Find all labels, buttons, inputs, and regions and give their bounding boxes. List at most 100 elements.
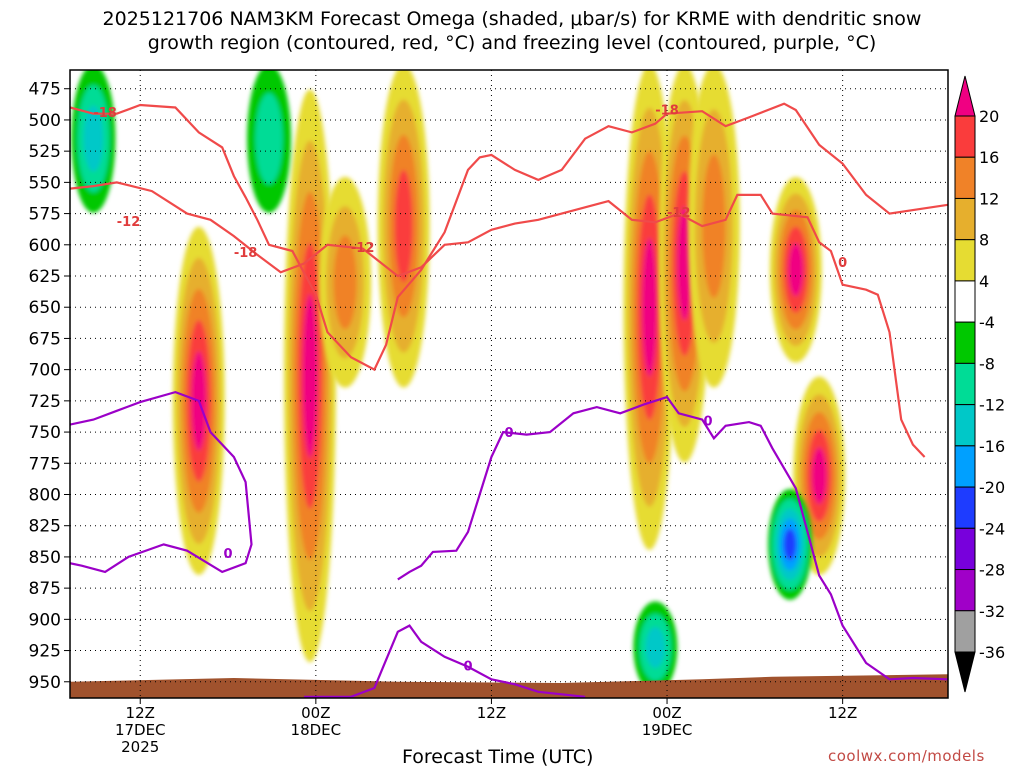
dendritic-label-2: -18 — [234, 246, 258, 261]
plot-frame — [69, 69, 949, 699]
colorbar-label: 16 — [979, 148, 999, 167]
x-tick-label: 12Z — [477, 704, 506, 722]
y-tick-label: 525 — [29, 142, 61, 162]
contour-line-4 — [304, 624, 586, 698]
colorbar-label: -32 — [979, 602, 1005, 621]
colorbar-box — [954, 115, 976, 158]
omega-feature-2 — [319, 176, 372, 388]
colorbar-label: 8 — [979, 231, 989, 250]
chart-title-line1: 2025121706 NAM3KM Forecast Omega (shaded… — [102, 8, 922, 30]
contour-line-2 — [70, 390, 253, 574]
x-tick-label: 18DEC — [291, 721, 342, 739]
dendritic-label-0: -18 — [93, 106, 117, 121]
colorbar-label: -8 — [979, 354, 995, 373]
colorbar-label: -16 — [979, 437, 1005, 456]
y-tick-label: 750 — [29, 423, 61, 443]
y-tick-label: 475 — [29, 80, 61, 100]
colorbar-box — [954, 156, 976, 199]
x-tick-label: 19DEC — [642, 721, 693, 739]
y-tick-label: 700 — [29, 361, 61, 381]
omega-shade — [811, 447, 827, 505]
x-tick-label: 00Z — [652, 704, 681, 722]
x-tick-label: 17DEC — [115, 721, 166, 739]
colorbar-box — [954, 527, 976, 571]
plot-area: -18 -12 -18 -12 -18 -12 0 0 0 0 0 — [70, 70, 948, 698]
y-tick-label: 550 — [29, 173, 61, 193]
omega-shade — [333, 235, 357, 330]
omega-shade — [394, 169, 413, 283]
freezing-label-0: 0 — [224, 547, 233, 562]
colorbar-label: -4 — [979, 313, 995, 332]
contour-line-1 — [70, 102, 948, 372]
contour-line-0 — [70, 181, 926, 458]
x-tick-label: 2025 — [121, 738, 159, 756]
x-tick-label: 12Z — [126, 704, 155, 722]
freezing-label-2: 0 — [703, 415, 712, 430]
colorbar-label: -12 — [979, 396, 1005, 415]
colorbar-box — [954, 404, 976, 447]
omega-feature-9 — [71, 70, 116, 213]
x-tick-label: 12Z — [828, 704, 857, 722]
colorbar-box — [954, 280, 976, 323]
y-tick-label: 875 — [29, 579, 61, 599]
y-tick-label: 775 — [29, 454, 61, 474]
dendritic-label-1: -12 — [117, 215, 141, 230]
omega-feature-10 — [247, 70, 292, 213]
y-axis: 475 500 525 550 575 600 625 650 675 700 725 750 775 8… — [29, 80, 70, 693]
colorbar-box — [954, 362, 976, 406]
omega-shade — [788, 243, 804, 297]
colorbar-label: 4 — [979, 272, 989, 291]
y-tick-label: 900 — [29, 610, 61, 630]
y-tick-label: 725 — [29, 392, 61, 412]
x-axis-label: Forecast Time (UTC) — [402, 746, 594, 768]
omega-feature-1 — [283, 89, 336, 663]
omega-shade — [642, 237, 657, 377]
colorbar-cap-top — [954, 75, 976, 117]
y-tick-label: 500 — [29, 111, 61, 131]
colorbar-box — [954, 239, 976, 282]
omega-shade — [302, 294, 318, 458]
y-tick-label: 925 — [29, 642, 61, 662]
omega-shade — [783, 528, 797, 561]
colorbar: 20 16 12 8 4 -4 -8 -12 -16 -20 -24 -28 -32 -36 — [954, 75, 1005, 693]
colorbar-box — [954, 445, 976, 488]
dendritic-label-3: -12 — [351, 241, 375, 256]
freezing-label-4: 0 — [838, 256, 847, 271]
colorbar-label: -20 — [979, 478, 1005, 497]
x-tick-label: 00Z — [301, 704, 330, 722]
colorbar-box — [954, 569, 976, 612]
omega-shade — [255, 93, 283, 185]
y-tick-label: 800 — [29, 485, 61, 505]
y-tick-label: 625 — [29, 267, 61, 287]
omega-feature-6 — [687, 70, 740, 388]
ground-surface — [70, 674, 948, 698]
contour-line-3 — [397, 395, 948, 681]
omega-shade — [645, 626, 666, 668]
y-tick-label: 825 — [29, 517, 61, 537]
y-tick-label: 600 — [29, 236, 61, 256]
omega-feature-3 — [377, 70, 430, 388]
colorbar-cap-bottom — [954, 651, 976, 693]
y-tick-label: 850 — [29, 548, 61, 568]
y-tick-label: 575 — [29, 205, 61, 225]
freezing-label-3: 0 — [464, 659, 473, 674]
omega-shade — [702, 154, 726, 298]
y-tick-label: 650 — [29, 298, 61, 318]
y-tick-label: 950 — [29, 673, 61, 693]
omega-feature-12 — [633, 601, 678, 694]
colorbar-label: 12 — [979, 189, 999, 208]
dendritic-label-5: -12 — [667, 206, 691, 221]
y-tick-label: 675 — [29, 329, 61, 349]
colorbar-box — [954, 197, 976, 241]
freezing-label-1: 0 — [504, 426, 513, 441]
omega-feature-11 — [767, 488, 812, 600]
source-credit: coolwx.com/models — [828, 747, 985, 765]
colorbar-label: -28 — [979, 561, 1005, 580]
colorbar-label: 20 — [979, 107, 999, 126]
colorbar-label: -36 — [979, 643, 1005, 662]
omega-shade — [83, 105, 104, 172]
colorbar-label: -24 — [979, 519, 1005, 538]
colorbar-box — [954, 486, 976, 529]
colorbar-box — [954, 610, 976, 653]
